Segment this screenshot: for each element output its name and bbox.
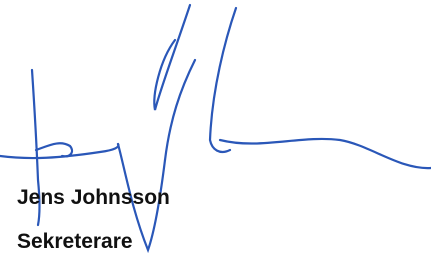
stroke [0, 144, 118, 158]
signature-page: Jens Johnsson Sekreterare [0, 0, 431, 264]
stroke [210, 8, 236, 152]
stroke [165, 60, 195, 160]
signature-scribble [0, 5, 431, 250]
stroke [36, 143, 72, 156]
signer-name: Jens Johnsson [17, 186, 170, 209]
stroke [154, 5, 190, 110]
signer-role: Sekreterare [17, 230, 133, 253]
stroke [220, 139, 431, 168]
